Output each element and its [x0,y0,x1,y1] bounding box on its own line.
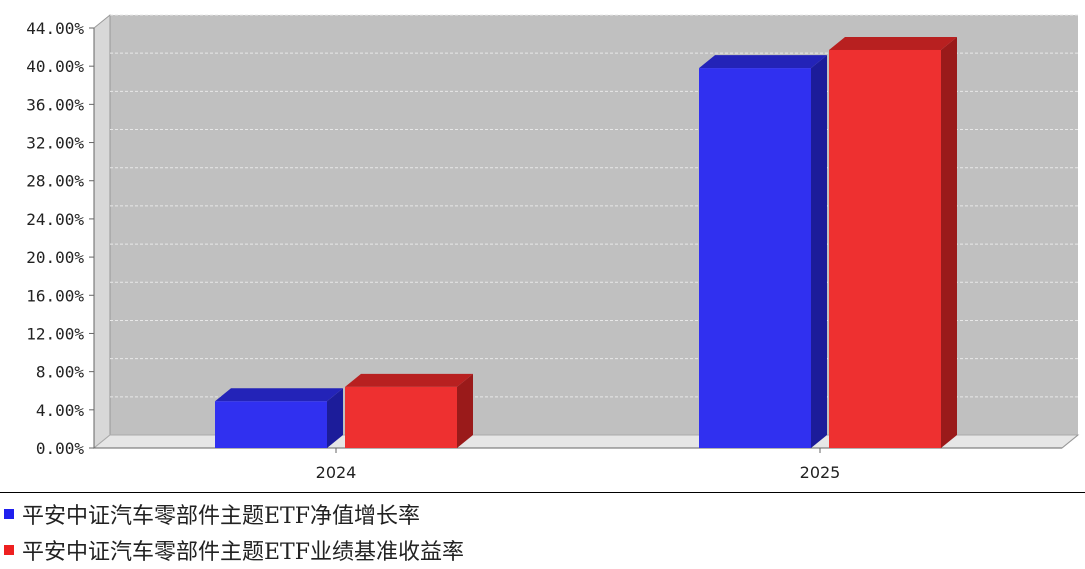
plot-left-wall [93,13,111,450]
legend-label-nav-growth: 平安中证汽车零部件主题ETF净值增长率 [22,504,420,529]
bar-top [215,388,343,402]
bar-side [811,55,827,448]
y-tick-label: 16.00% [26,286,84,305]
bar [345,386,457,448]
bar [829,49,941,449]
y-tick-label: 36.00% [26,95,84,114]
bar [215,401,327,448]
x-tick-label: 2024 [316,463,357,482]
legend-swatch-nav-growth [4,509,14,519]
bar [699,68,811,448]
x-tick-label: 2025 [800,463,841,482]
bar-top [345,373,473,387]
x-axis-edge [1061,434,1079,449]
y-tick-label: 28.00% [26,172,84,191]
legend-swatch-benchmark [4,545,14,555]
y-tick-label: 44.00% [26,19,84,38]
bar-side [457,373,473,448]
y-tick-label: 8.00% [36,363,85,382]
legend-item-nav-growth: 平安中证汽车零部件主题ETF净值增长率 [4,496,1074,532]
legend-item-benchmark: 平安中证汽车零部件主题ETF业绩基准收益率 [4,532,1074,568]
bar-side [327,388,343,448]
y-tick-label: 24.00% [26,210,84,229]
y-tick-label: 40.00% [26,57,84,76]
y-tick-label: 12.00% [26,324,84,343]
legend-label-benchmark: 平安中证汽车零部件主题ETF业绩基准收益率 [22,540,464,565]
y-tick-label: 20.00% [26,248,84,267]
bar-chart: 0.00% 4.00% 8.00% 12.00% 16.00% 20.00% 24.00% 2… [26,13,1080,482]
legend-divider [0,492,1085,493]
y-tick-label: 4.00% [36,401,85,420]
y-tick-label: 0.00% [36,439,85,458]
y-tick-label: 32.00% [26,134,84,153]
bar-top [699,55,827,69]
bar-side [941,36,957,449]
bar-top [829,36,957,50]
legend: 平安中证汽车零部件主题ETF净值增长率 平安中证汽车零部件主题ETF业绩基准收益… [4,496,1074,568]
